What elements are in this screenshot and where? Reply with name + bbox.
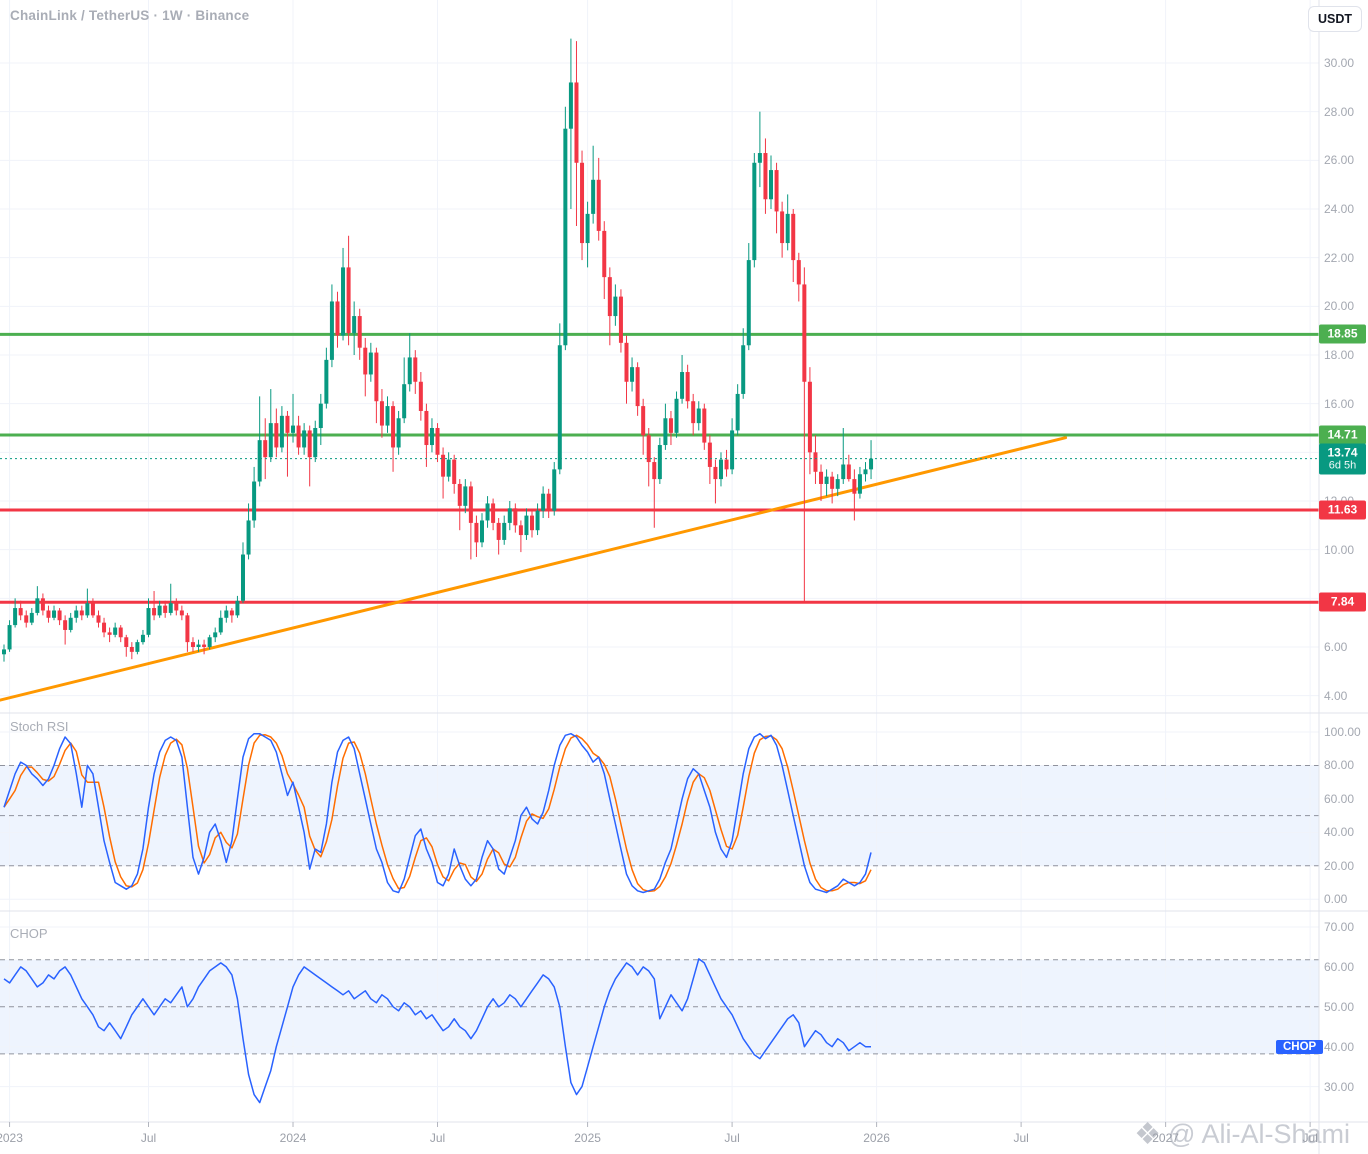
time-axis-label: 2026 [863, 1131, 890, 1145]
stoch-rsi-d-line [3, 734, 872, 893]
current-price-badge: 13.74 6d 5h [1319, 443, 1366, 475]
time-axis-label: 2024 [279, 1131, 307, 1145]
grid-lines [0, 0, 1319, 1122]
indicator-band-lines [0, 764, 1319, 1055]
stoch-axis-label: 0.00 [1324, 892, 1348, 907]
stoch-axis-label: 100.00 [1324, 725, 1361, 739]
price-axis-label: 10.00 [1324, 542, 1355, 557]
chop-axis-label: 70.00 [1324, 920, 1355, 934]
bar-close-countdown: 6d 5h [1328, 459, 1357, 472]
price-axis-label: 28.00 [1324, 104, 1355, 119]
current-price-value: 13.74 [1327, 445, 1358, 460]
chop-axis-label: 60.00 [1324, 959, 1355, 974]
price-axis-label: 24.00 [1324, 201, 1355, 216]
price-axis-label: 6.00 [1324, 639, 1348, 654]
chop-line [3, 958, 871, 1104]
time-axis-label: 2025 [574, 1131, 601, 1145]
price-axis-label: 20.00 [1324, 299, 1355, 314]
chop-axis-label: 40.00 [1324, 1039, 1355, 1054]
price-axis-label: 22.00 [1324, 250, 1355, 265]
time-axis-label: 2023 [0, 1131, 23, 1145]
price-line-badge: 11.63 [1319, 500, 1366, 520]
symbol-title[interactable]: ChainLink / TetherUS · 1W · Binance [10, 8, 250, 23]
price-axis-label: 16.00 [1324, 396, 1355, 411]
price-axis-label: 18.00 [1324, 347, 1355, 362]
time-axis-label: Jul [1302, 1131, 1318, 1145]
stoch-rsi-k-line [3, 732, 872, 894]
time-tick-marks [9, 1122, 1311, 1127]
time-axis-label: Jul [724, 1131, 740, 1145]
stoch-axis-label: 80.00 [1324, 758, 1355, 773]
stoch-axis-label: 60.00 [1324, 791, 1355, 806]
candlestick-series [2, 38, 874, 662]
chop-value-badge: CHOP [1276, 1039, 1324, 1054]
trendline[interactable] [0, 436, 1068, 702]
stoch-axis-label: 20.00 [1324, 858, 1355, 873]
stoch-axis-label: 40.00 [1324, 825, 1355, 840]
price-line-badge: 7.84 [1319, 592, 1366, 612]
chop-axis-label: 30.00 [1324, 1079, 1355, 1094]
time-axis-label: 2027 [1152, 1131, 1179, 1145]
time-axis-label: Jul [140, 1131, 157, 1145]
chop-axis-label: 50.00 [1324, 999, 1355, 1014]
price-line-badge: 18.85 [1319, 324, 1366, 344]
price-axis-label: 4.00 [1324, 688, 1348, 703]
price-axis-label: 30.00 [1324, 56, 1355, 70]
price-line-badge: 14.71 [1319, 425, 1366, 445]
price-axis-label: 26.00 [1324, 153, 1355, 168]
time-axis-label: Jul [429, 1131, 446, 1145]
currency-unit-button[interactable]: USDT [1308, 6, 1362, 32]
time-axis-label: Jul [1013, 1131, 1029, 1145]
stoch-rsi-pane-label[interactable]: Stoch RSI [10, 719, 69, 734]
chop-pane-label[interactable]: CHOP [10, 926, 48, 941]
